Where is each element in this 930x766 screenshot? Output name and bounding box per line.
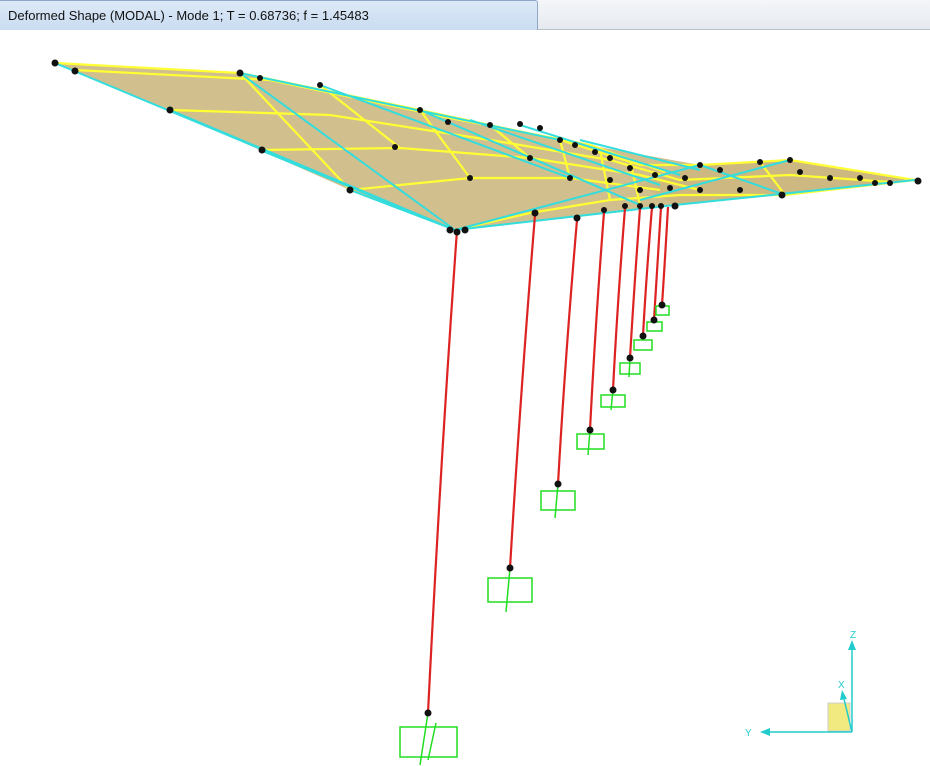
column-3 <box>556 219 579 485</box>
column-7 <box>641 206 654 337</box>
document-tab-bar: Deformed Shape (MODAL) - Mode 1; T = 0.6… <box>0 0 930 30</box>
column-1 <box>426 229 459 714</box>
column-4 <box>588 211 606 431</box>
supports <box>399 305 670 766</box>
column-2 <box>508 214 537 569</box>
triad-box <box>827 702 851 732</box>
window-tab-deformed-shape[interactable]: Deformed Shape (MODAL) - Mode 1; T = 0.6… <box>0 0 538 30</box>
slab-area-right <box>640 160 915 205</box>
column-6 <box>628 207 642 359</box>
columns <box>426 206 670 714</box>
support-4 <box>576 429 605 456</box>
support-1 <box>399 712 458 766</box>
z-axis-label: Z <box>850 630 856 641</box>
deformed-shape-drawing[interactable]: Z X Y <box>0 30 930 766</box>
support-3 <box>540 483 576 519</box>
column-9 <box>660 206 670 306</box>
axes-triad: Z X Y <box>745 630 856 739</box>
support-2 <box>487 567 533 613</box>
column-5 <box>611 207 627 391</box>
y-axis-label: Y <box>745 728 752 739</box>
support-7 <box>633 339 653 351</box>
x-axis-label: X <box>838 680 845 691</box>
joints <box>51 59 922 717</box>
column-8 <box>652 206 663 321</box>
model-viewport[interactable]: Z X Y <box>0 30 930 766</box>
